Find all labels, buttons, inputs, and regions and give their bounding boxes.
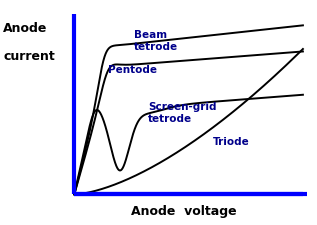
Text: Anode  voltage: Anode voltage (131, 205, 237, 218)
Text: current: current (3, 50, 55, 63)
Text: Pentode: Pentode (108, 65, 157, 75)
Text: Anode: Anode (3, 22, 48, 36)
Text: Triode: Triode (212, 137, 249, 147)
Text: Screen-grid
tetrode: Screen-grid tetrode (148, 102, 217, 124)
Text: Beam
tetrode: Beam tetrode (134, 30, 178, 52)
